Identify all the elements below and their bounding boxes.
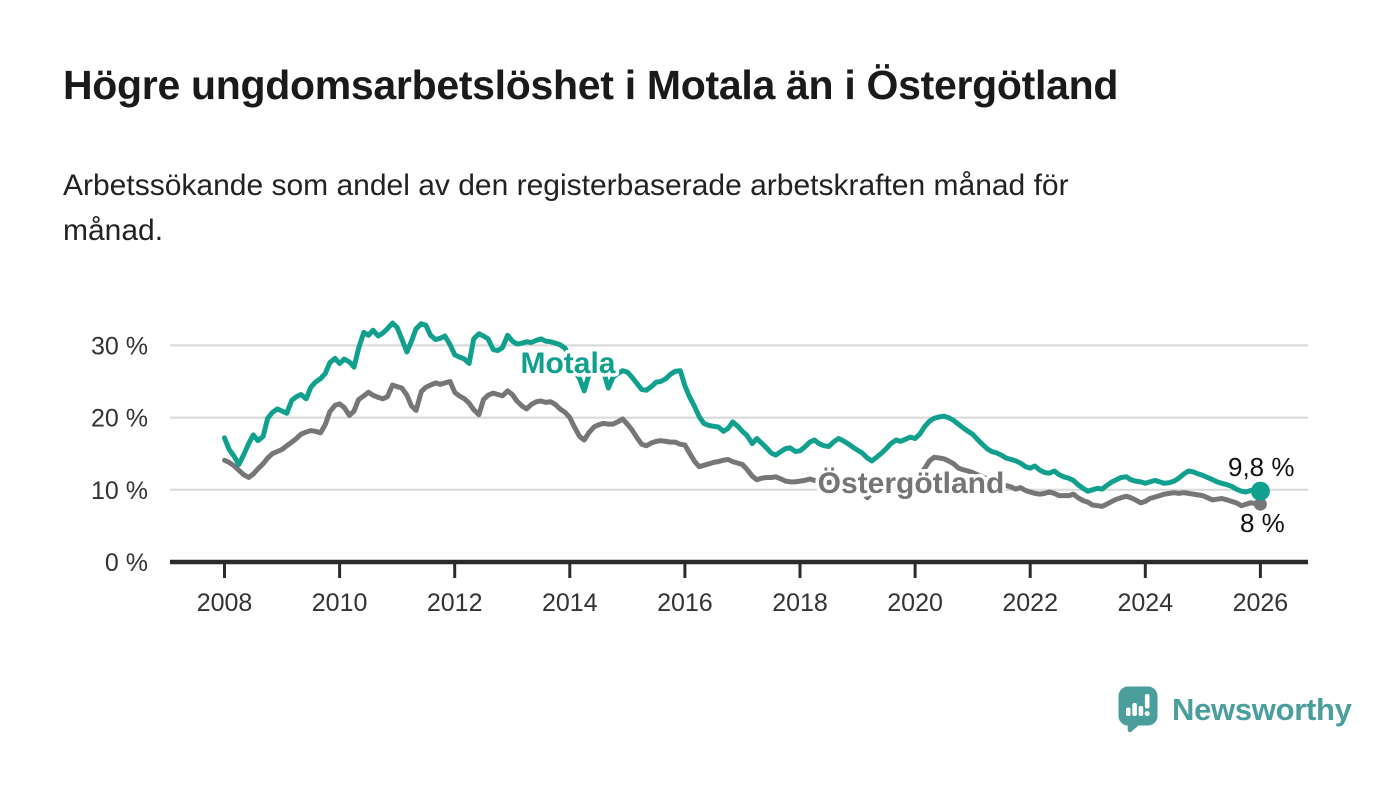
x-tick-label: 2014 [542,589,598,617]
x-axis: 2008 2010 2012 2014 2016 2018 2020 2022 2024 2026 [170,559,1308,617]
ostergotland-end-dot [1253,497,1267,511]
x-tick-label: 2016 [657,589,713,617]
newsworthy-logo: Newsworthy [1118,686,1352,733]
x-tick-label: 2024 [1117,589,1173,617]
page-subtitle: Arbetssökande som andel av den registerb… [63,163,1069,253]
motala-series-label: Motala [520,347,615,380]
x-tick-label: 2010 [312,589,368,617]
y-tick-label: 20 % [91,405,148,433]
motala-end-value-label: 9,8 % [1228,452,1295,482]
subtitle-line-2: månad. [63,214,164,247]
ostergotland-end-value-label: 8 % [1240,508,1285,538]
subtitle-line-1: Arbetssökande som andel av den registerb… [63,169,1069,202]
newsworthy-logo-icon [1118,686,1158,733]
page-title: Högre ungdomsarbetslöshet i Motala än i … [63,62,1119,108]
x-tick-label: 2018 [772,589,828,617]
motala-end-dot [1250,481,1270,501]
x-tick-label: 2008 [197,589,253,617]
y-axis-labels: 0 % 10 % 20 % 30 % [91,332,148,577]
y-tick-label: 0 % [105,549,148,577]
motala-line [222,320,1263,495]
x-tick-label: 2012 [427,589,483,617]
x-tick-label: 2020 [887,589,943,617]
ostergotland-series-label: Östergötland [818,467,1005,500]
gridlines [170,344,1308,491]
y-tick-label: 10 % [91,477,148,505]
ostergotland-line [222,379,1263,509]
y-tick-label: 30 % [91,332,148,360]
newsworthy-logo-text: Newsworthy [1172,691,1352,727]
x-tick-label: 2026 [1233,589,1289,617]
x-tick-label: 2022 [1002,589,1058,617]
